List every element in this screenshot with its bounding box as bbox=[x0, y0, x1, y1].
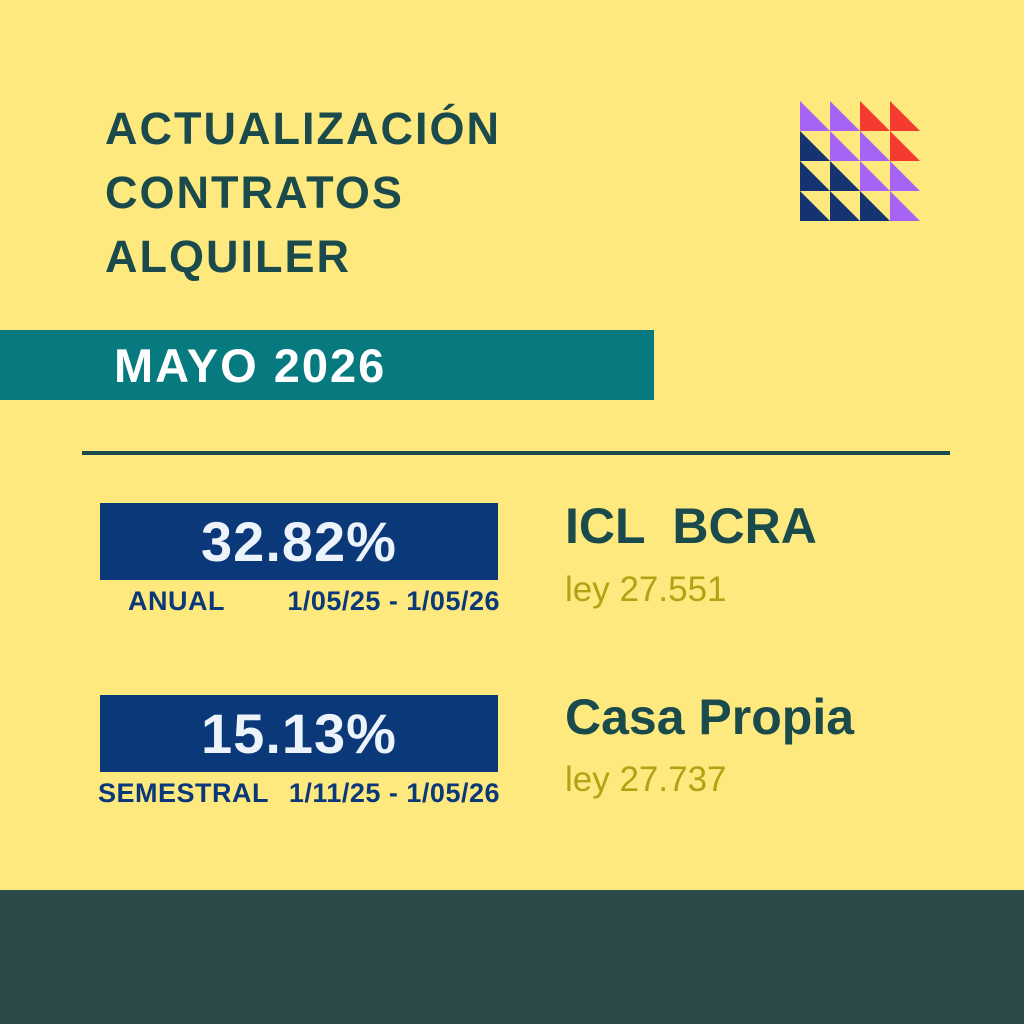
rate-value-semestral: 15.13% bbox=[201, 702, 397, 765]
page-title: ACTUALIZACIÓN CONTRATOS ALQUILER bbox=[105, 97, 501, 289]
rate-date-range-annual: 1/05/25 - 1/05/26 bbox=[287, 586, 500, 616]
rate-value-box-semestral: 15.13% bbox=[100, 695, 498, 772]
rate-value-annual: 32.82% bbox=[201, 510, 397, 573]
rate-index-name-semestral: Casa Propia bbox=[565, 689, 855, 745]
rate-law-semestral: ley 27.737 bbox=[565, 760, 727, 799]
rate-meta-annual: ANUAL 1/05/25 - 1/05/26 bbox=[98, 586, 500, 617]
footer: PROVINCIA DE CÓRDOBA LEY N° 9445 CPICORD… bbox=[0, 890, 1024, 1024]
page-title-line: ACTUALIZACIÓN bbox=[105, 103, 501, 154]
rate-meta-semestral: SEMESTRAL 1/11/25 - 1/05/26 bbox=[98, 778, 500, 809]
page-title-line: ALQUILER bbox=[105, 231, 351, 282]
rate-period-type-annual: ANUAL bbox=[128, 586, 225, 616]
rate-index-name-annual: ICL BCRA bbox=[565, 498, 817, 554]
rate-date-range-semestral: 1/11/25 - 1/05/26 bbox=[288, 778, 500, 808]
triangle-pattern-icon bbox=[800, 101, 920, 221]
rate-period-type-semestral: SEMESTRAL bbox=[98, 778, 270, 808]
divider-line bbox=[82, 451, 950, 455]
period-banner-label: MAYO 2026 bbox=[114, 338, 387, 392]
rate-law-annual: ley 27.551 bbox=[565, 570, 727, 609]
rate-value-box-annual: 32.82% bbox=[100, 503, 498, 580]
page-title-line: CONTRATOS bbox=[105, 167, 404, 218]
period-banner: MAYO 2026 bbox=[0, 330, 654, 400]
